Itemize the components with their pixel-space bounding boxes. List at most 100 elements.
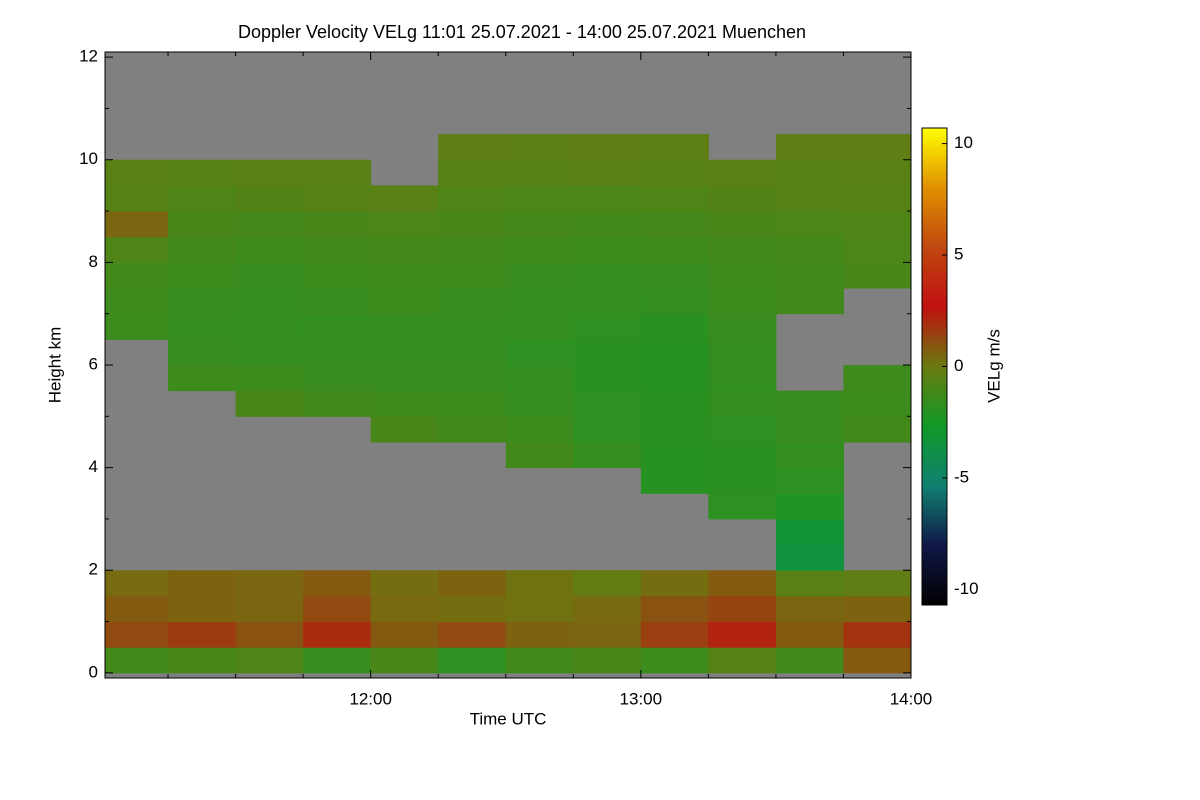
- heatmap-cell: [303, 211, 372, 238]
- heatmap-cell: [573, 159, 642, 186]
- heatmap-cell: [370, 262, 439, 289]
- heatmap-cell: [235, 390, 304, 417]
- heatmap-cell: [708, 441, 777, 469]
- y-tick-label: 4: [89, 457, 98, 476]
- heatmap-cell: [438, 211, 507, 238]
- heatmap-cell: [235, 288, 304, 315]
- heatmap-cell: [105, 159, 169, 186]
- heatmap-cell: [370, 211, 439, 238]
- heatmap-cell: [303, 647, 372, 674]
- heatmap-cell: [505, 288, 574, 315]
- heatmap-cell: [505, 185, 574, 212]
- heatmap-cell: [843, 134, 912, 161]
- heatmap-cell: [843, 621, 912, 648]
- heatmap-cell: [573, 288, 642, 315]
- x-axis-title: Time UTC: [470, 709, 547, 728]
- heatmap-cell: [168, 595, 237, 623]
- heatmap-cell: [168, 236, 237, 263]
- heatmap-cell: [708, 467, 777, 494]
- heatmap-cell: [370, 570, 439, 597]
- x-tick-label: 12:00: [349, 689, 392, 708]
- heatmap-cell: [843, 365, 912, 392]
- heatmap-cell: [168, 185, 237, 212]
- heatmap-cell: [573, 313, 642, 340]
- heatmap-cell: [708, 647, 777, 674]
- heatmap-cell: [168, 647, 237, 674]
- heatmap-cell: [105, 262, 169, 289]
- heatmap-cell: [438, 236, 507, 263]
- heatmap-cell: [505, 211, 574, 238]
- heatmap-cell: [505, 236, 574, 263]
- colorbar-tick-label: -10: [954, 579, 979, 598]
- heatmap-cell: [303, 236, 372, 263]
- heatmap-cell: [843, 159, 912, 186]
- heatmap-cell: [708, 339, 777, 366]
- heatmap-cell: [438, 159, 507, 186]
- heatmap-cell: [775, 236, 844, 263]
- heatmap-cell: [843, 236, 912, 263]
- y-tick-label: 0: [89, 662, 98, 681]
- heatmap-cell: [775, 185, 844, 212]
- heatmap-cell: [235, 365, 304, 392]
- heatmap-cell: [640, 647, 709, 674]
- y-tick-label: 12: [79, 47, 98, 66]
- y-tick-label: 10: [79, 149, 98, 168]
- heatmap-cell: [573, 262, 642, 289]
- heatmap-cell: [303, 595, 372, 623]
- heatmap-cell: [438, 621, 507, 648]
- heatmap-cell: [573, 236, 642, 263]
- heatmap-cell: [505, 134, 574, 161]
- heatmap-cell: [105, 185, 169, 212]
- heatmap-cell: [775, 416, 844, 443]
- heatmap-cell: [105, 236, 169, 263]
- x-tick-label: 13:00: [620, 689, 663, 708]
- heatmap-cell: [775, 647, 844, 674]
- heatmap-cell: [438, 134, 507, 161]
- heatmap-cell: [708, 288, 777, 315]
- colorbar-title: VELg m/s: [984, 329, 1003, 403]
- heatmap-cell: [843, 647, 912, 674]
- heatmap-cell: [708, 595, 777, 623]
- heatmap-cell: [640, 595, 709, 623]
- colorbar-tick-label: -5: [954, 467, 969, 486]
- heatmap-cell: [370, 647, 439, 674]
- heatmap-cell: [235, 159, 304, 186]
- heatmap-cell: [573, 339, 642, 366]
- heatmap-cell: [573, 570, 642, 597]
- y-tick-label: 2: [89, 560, 98, 579]
- heatmap-cell: [573, 647, 642, 674]
- heatmap-cell: [235, 236, 304, 263]
- heatmap-cell: [505, 313, 574, 340]
- heatmap-cell: [573, 416, 642, 443]
- heatmap-cell: [168, 288, 237, 315]
- heatmap-cell: [640, 339, 709, 366]
- heatmap-cell: [775, 288, 844, 315]
- heatmap-cell: [438, 416, 507, 443]
- heatmap-cell: [505, 262, 574, 289]
- heatmap-cell: [235, 185, 304, 212]
- colorbar-tick-label: 10: [954, 133, 973, 152]
- heatmap-cell: [105, 570, 169, 597]
- heatmap-cell: [775, 544, 844, 571]
- heatmap-cell: [573, 621, 642, 648]
- heatmap-cell: [640, 416, 709, 443]
- heatmap-cell: [505, 365, 574, 392]
- heatmap-cell: [168, 339, 237, 366]
- heatmap-cell: [640, 365, 709, 392]
- y-tick-label: 6: [89, 354, 98, 373]
- heatmap-cell: [105, 313, 169, 340]
- heatmap-cell: [505, 390, 574, 417]
- heatmap-cell: [438, 647, 507, 674]
- heatmap-cell: [843, 262, 912, 289]
- heatmap-cell: [235, 570, 304, 597]
- chart-title: Doppler Velocity VELg 11:01 25.07.2021 -…: [238, 22, 806, 42]
- heatmap-cell: [168, 365, 237, 392]
- heatmap-cell: [640, 390, 709, 417]
- heatmap-cell: [105, 288, 169, 315]
- heatmap-cell: [775, 595, 844, 623]
- heatmap-cell: [775, 621, 844, 648]
- heatmap-cell: [438, 288, 507, 315]
- heatmap-cell: [438, 595, 507, 623]
- heatmap-cell: [775, 493, 844, 520]
- heatmap-cell: [168, 211, 237, 238]
